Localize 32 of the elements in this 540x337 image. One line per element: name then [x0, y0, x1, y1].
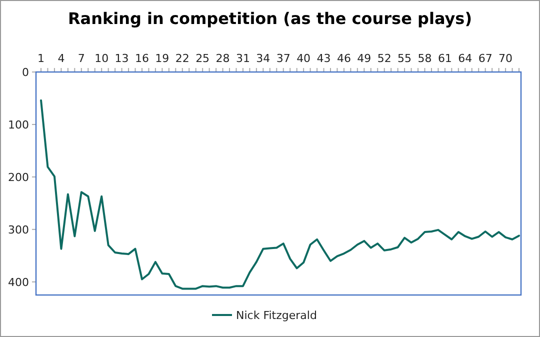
x-tick-label: 70 [498, 52, 513, 65]
y-tick-label: 200 [8, 170, 29, 184]
x-tick-label: 49 [357, 52, 372, 65]
x-tick-label: 67 [478, 52, 492, 65]
x-tick-label: 7 [78, 52, 85, 65]
x-tick-label: 43 [316, 52, 331, 65]
x-tick-label: 25 [196, 52, 210, 65]
y-tick-label: 400 [8, 276, 29, 289]
x-tick-label: 22 [175, 52, 190, 65]
line-series [40, 99, 520, 290]
x-tick-label: 46 [336, 52, 351, 65]
x-tick-label: 19 [155, 52, 170, 65]
x-tick-label: 28 [216, 52, 230, 65]
x-tick-label: 31 [236, 52, 250, 65]
x-tick-label: 34 [256, 52, 270, 65]
x-tick-label: 16 [134, 52, 149, 65]
x-tick-label: 58 [418, 52, 432, 65]
y-tick-label: 300 [8, 223, 29, 236]
x-tick-label: 37 [276, 52, 290, 65]
x-tick-label: 52 [377, 52, 392, 65]
x-tick-label: 10 [94, 52, 109, 65]
y-tick-label: 0 [22, 66, 29, 79]
x-tick-label: 55 [398, 52, 412, 65]
chart-title: Ranking in competition (as the course plays) [68, 9, 472, 28]
x-tick-label: 13 [114, 52, 129, 65]
x-tick-label: 40 [296, 52, 311, 65]
y-tick-label: 100 [8, 118, 29, 132]
x-tick-label: 64 [458, 52, 472, 65]
x-tick-label: 4 [58, 52, 65, 65]
x-tick-label: 1 [38, 52, 44, 65]
x-tick-label: 61 [438, 52, 452, 65]
legend-label: Nick Fitzgerald [236, 309, 317, 322]
